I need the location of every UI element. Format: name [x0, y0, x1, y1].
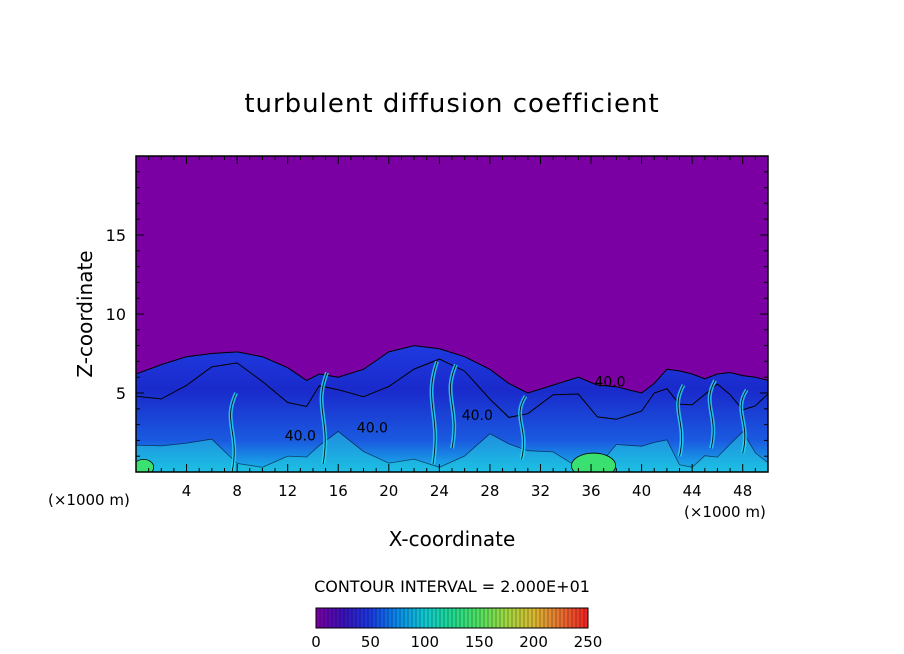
- x-axis-label: X-coordinate: [389, 527, 516, 551]
- x-tick-label: 8: [232, 482, 242, 500]
- x-tick-label: 20: [379, 482, 398, 500]
- x-tick-label: 40: [632, 482, 651, 500]
- x-tick-label: 32: [531, 482, 550, 500]
- filament-outline: [431, 361, 438, 465]
- x-tick-label: 12: [278, 482, 297, 500]
- colorbar-tick-label: 0: [311, 633, 321, 651]
- filament-outline: [321, 372, 328, 465]
- filament-outline: [740, 389, 748, 454]
- x-tick-label: 44: [683, 482, 702, 500]
- colorbar-tick-label: 50: [361, 633, 380, 651]
- y-tick-label: 15: [106, 226, 126, 245]
- y-tick-label: 10: [106, 305, 126, 324]
- x-tick-label: 36: [581, 482, 600, 500]
- colorbar-tick-label: 100: [410, 633, 439, 651]
- contour-interval-text: CONTOUR INTERVAL = 2.000E+01: [314, 577, 590, 596]
- x-tick-label: 48: [733, 482, 752, 500]
- high-value-patches: [136, 452, 617, 472]
- colorbar-tick-label: 150: [465, 633, 494, 651]
- green-patch: [571, 452, 617, 472]
- filament-outline: [677, 384, 684, 457]
- contour-labels: 40.0 40.0 40.0 40.0: [285, 375, 626, 445]
- y-axis-label: Z-coordinate: [73, 250, 97, 377]
- filament-outline: [450, 364, 457, 449]
- x-unit-right: (×1000 m): [684, 503, 766, 521]
- colorbar-frame: [315, 607, 589, 629]
- colorbar-stripes: [319, 608, 585, 628]
- plot-field: [136, 156, 768, 472]
- filament-outline: [709, 380, 716, 449]
- colorbar-tick-label: 250: [574, 633, 603, 651]
- inner-contour-line: [136, 358, 768, 420]
- contour-label: 40.0: [594, 375, 625, 391]
- contour-label: 40.0: [285, 428, 316, 444]
- colorbar: 0 50 100 150 200 250: [311, 607, 602, 651]
- filament-outline: [230, 392, 237, 472]
- filament-streaks: [228, 360, 749, 472]
- green-patch: [136, 458, 155, 472]
- x-tick-label: 16: [329, 482, 348, 500]
- chart-title: turbulent diffusion coefficient: [244, 89, 659, 119]
- y-axis-ticks: 5 10 15: [106, 171, 768, 457]
- filament-outline: [519, 395, 526, 460]
- contour-label: 40.0: [357, 421, 388, 437]
- x-tick-label: 24: [430, 482, 449, 500]
- colorbar-tick-label: 200: [519, 633, 548, 651]
- x-unit-left: (×1000 m): [48, 491, 130, 509]
- contour-label: 40.0: [462, 408, 493, 424]
- x-tick-label: 4: [182, 482, 192, 500]
- x-tick-label: 28: [480, 482, 499, 500]
- colorbar-ticks: 0 50 100 150 200 250: [311, 633, 602, 651]
- x-axis-ticks: 4 8 12 16 20 24 28 32 36 40 44 48: [148, 156, 756, 500]
- y-tick-label: 5: [116, 384, 126, 403]
